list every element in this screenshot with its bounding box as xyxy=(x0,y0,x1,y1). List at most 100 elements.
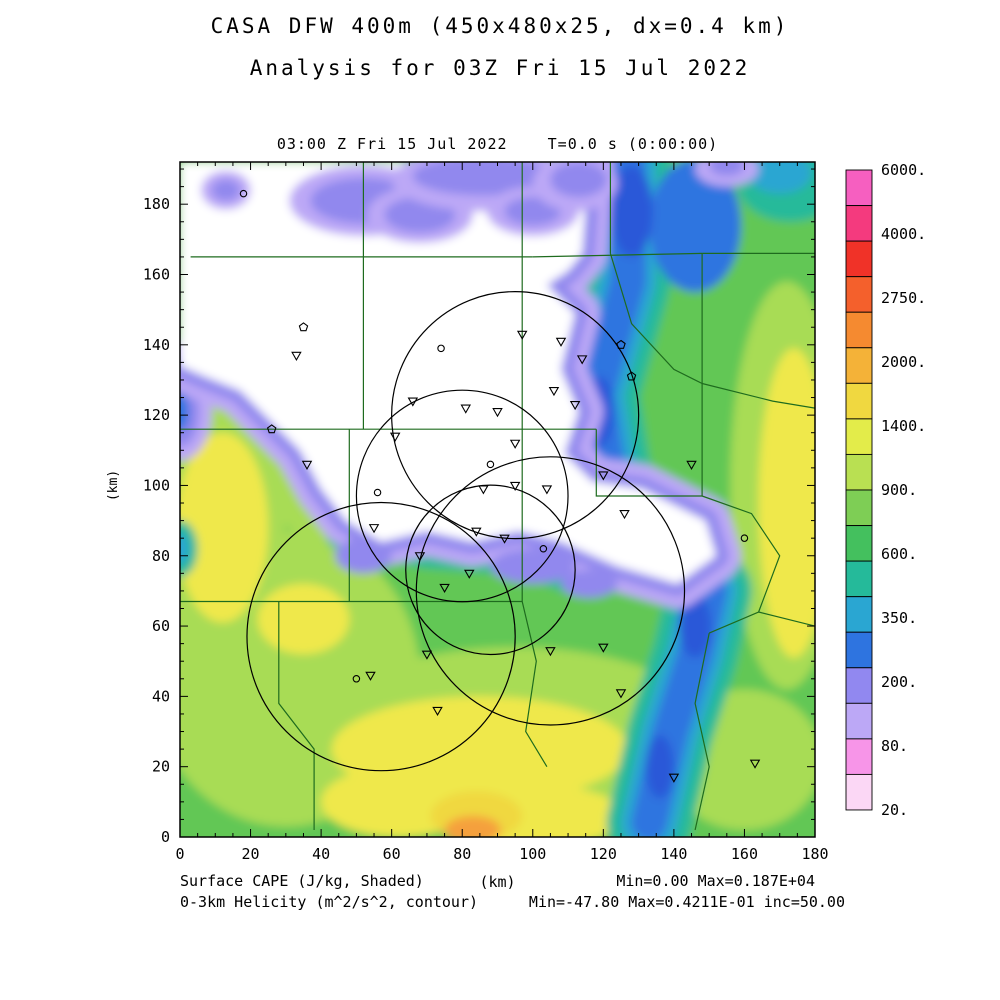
station-marker-circle xyxy=(539,544,548,553)
station-marker-circle xyxy=(239,189,248,198)
colorbar-label: 1400. xyxy=(881,417,926,435)
tick-label: 100 xyxy=(519,845,546,863)
county-line xyxy=(278,601,315,830)
station-marker-triangle xyxy=(509,439,521,449)
station-marker-triangle xyxy=(291,351,302,361)
footer-shaded-field-label: Surface CAPE (J/kg, Shaded) xyxy=(180,872,424,890)
colorbar-segment xyxy=(845,276,873,313)
tick-label: 40 xyxy=(312,845,330,863)
station-marker-circle xyxy=(486,460,495,469)
station-marker-triangle xyxy=(407,397,419,407)
page-title: CASA DFW 400m (450x480x25, dx=0.4 km) xyxy=(210,14,790,38)
station-marker-triangle xyxy=(509,481,521,492)
colorbar-label: 900. xyxy=(881,481,917,499)
station-marker-triangle xyxy=(432,706,443,717)
station-marker-triangle xyxy=(545,647,556,657)
tick-label: 80 xyxy=(152,547,170,565)
tick-label: 20 xyxy=(242,845,260,863)
station-marker-triangle xyxy=(619,510,630,520)
colorbar-segment xyxy=(845,311,873,349)
station-marker-triangle xyxy=(389,432,401,442)
range-circle xyxy=(355,389,569,603)
range-circle xyxy=(391,291,640,540)
colorbar-label: 80. xyxy=(881,737,908,755)
cape-colorbar: 6000. 4000. 2750. 2000. 1400. 900. 600. 350. 200… xyxy=(845,161,926,819)
colorbar-label: 200. xyxy=(881,673,917,691)
station-marker-circle xyxy=(352,675,361,683)
station-marker-pentagon xyxy=(266,424,277,434)
colorbar-segment xyxy=(845,702,873,740)
footer-cape-minmax: Min=0.00 Max=0.187E+04 xyxy=(616,872,815,890)
county-boundaries xyxy=(180,162,815,831)
station-marker-triangle xyxy=(541,485,553,495)
station-marker-triangle xyxy=(668,773,680,783)
station-marker-triangle xyxy=(439,583,450,593)
station-marker-triangle xyxy=(421,650,433,660)
radar-range-circles xyxy=(246,291,686,772)
colorbar-segment xyxy=(845,489,873,527)
station-markers xyxy=(239,189,761,783)
tick-label: 120 xyxy=(590,845,617,863)
county-line xyxy=(758,611,815,627)
county-line xyxy=(701,495,781,634)
county-line xyxy=(694,632,710,831)
range-circle xyxy=(246,501,516,772)
colorbar-label: 6000. xyxy=(881,161,926,179)
tick-label: 20 xyxy=(152,758,170,776)
colorbar-label: 350. xyxy=(881,609,917,627)
page-subtitle: Analysis for 03Z Fri 15 Jul 2022 xyxy=(249,56,751,80)
range-circle xyxy=(415,456,686,726)
colorbar-segment xyxy=(845,240,873,278)
range-circle xyxy=(405,484,576,656)
plot-timestamp-header: 03:00 Z Fri 15 Jul 2022 T=0.0 s (0:00:00… xyxy=(276,135,719,153)
station-marker-triangle xyxy=(368,524,380,534)
station-marker-triangle xyxy=(686,460,697,470)
county-line xyxy=(595,429,703,497)
station-marker-circle xyxy=(373,488,382,497)
footer-helicity-minmax: Min=-47.80 Max=0.4211E-01 inc=50.00 xyxy=(528,893,845,911)
station-marker-triangle xyxy=(414,552,426,562)
tick-label: 100 xyxy=(143,476,170,494)
station-marker-pentagon xyxy=(298,322,309,332)
station-marker-triangle xyxy=(555,337,567,347)
colorbar-label: 4000. xyxy=(881,225,926,243)
station-marker-triangle xyxy=(576,355,588,365)
footer-contour-field-label: 0-3km Helicity (m^2/s^2, contour) xyxy=(180,893,479,911)
station-marker-triangle xyxy=(569,401,581,411)
colorbar-segment xyxy=(845,631,873,669)
tick-label: 140 xyxy=(660,845,687,863)
colorbar-segment xyxy=(845,418,873,455)
colorbar-segment xyxy=(845,347,873,384)
colorbar-label: 2000. xyxy=(881,353,926,371)
station-marker-pentagon xyxy=(626,371,637,381)
tick-label: 0 xyxy=(161,828,170,846)
colorbar-segment xyxy=(845,596,873,633)
station-marker-triangle xyxy=(598,643,609,653)
tick-label: 0 xyxy=(175,845,184,863)
station-marker-triangle xyxy=(478,485,489,495)
colorbar-segment xyxy=(845,773,873,811)
colorbar-label: 20. xyxy=(881,801,908,819)
colorbar-segment xyxy=(845,169,873,207)
tick-label: 180 xyxy=(143,195,170,213)
colorbar-label: 2750. xyxy=(881,289,926,307)
county-line xyxy=(521,601,548,768)
tick-label: 160 xyxy=(143,266,170,284)
colorbar-segment xyxy=(845,525,873,562)
colorbar-segment xyxy=(845,667,873,704)
station-marker-triangle xyxy=(365,671,376,681)
station-marker-pentagon xyxy=(616,339,626,349)
station-marker-triangle xyxy=(499,534,510,544)
station-marker-circle xyxy=(740,534,749,542)
station-marker-triangle xyxy=(548,386,560,397)
tick-label: 60 xyxy=(383,845,401,863)
tick-label: 60 xyxy=(152,617,170,635)
station-marker-triangle xyxy=(615,689,627,699)
tick-label: 120 xyxy=(143,406,170,424)
tick-label: 140 xyxy=(143,336,170,354)
cape-shaded-field xyxy=(180,162,815,837)
colorbar-segment xyxy=(845,560,873,598)
county-line xyxy=(609,253,703,385)
station-marker-triangle xyxy=(492,408,503,418)
colorbar-segment xyxy=(845,382,873,420)
